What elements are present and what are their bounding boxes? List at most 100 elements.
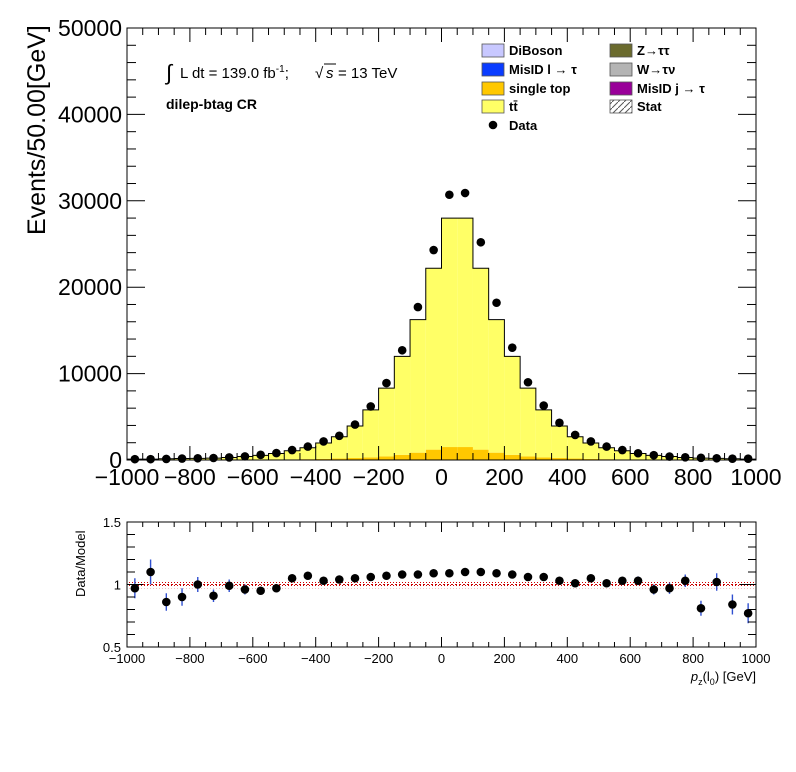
- bar-single-top-29: [583, 458, 599, 460]
- data-point-29: [586, 437, 596, 446]
- bar-tt--12: [315, 442, 332, 459]
- ratio-point-36: [696, 603, 706, 613]
- data-point-30: [602, 442, 611, 451]
- ratio-point-3: [177, 592, 187, 602]
- bar-tt--11: [299, 447, 316, 460]
- ratio-point-29: [586, 573, 596, 583]
- legend-item-8: Data: [488, 118, 538, 133]
- ratio-point-15: [366, 572, 376, 582]
- bar-single-top-12: [315, 458, 332, 460]
- ratio-point-22: [476, 567, 486, 577]
- bar-single-top-27: [551, 458, 568, 460]
- data-point-3: [177, 454, 187, 463]
- legend-item-5: MisID j → τ: [609, 81, 705, 96]
- bar-single-top-26: [535, 457, 552, 460]
- main-axis-ticks: [126, 27, 757, 461]
- ratio-x-tick-label: −200: [364, 651, 393, 666]
- ratio-point-28: [570, 578, 580, 588]
- bar-single-top-28: [567, 458, 584, 460]
- data-point-7: [240, 452, 250, 461]
- lumi-text: L dt = 139.0 fb-1;: [180, 64, 289, 82]
- region-label: dilep-btag CR: [166, 96, 257, 112]
- svg-text:Z→ττ: Z→ττ: [637, 43, 670, 58]
- s-variable: s: [326, 65, 334, 82]
- ratio-y-tick-label: 1: [114, 578, 121, 593]
- data-point-9: [272, 448, 281, 458]
- data-point-27: [555, 418, 564, 428]
- legend-item-2: MisID l → τ: [481, 62, 577, 77]
- ratio-y-tick-labels: 0.5 1 1.5: [103, 515, 121, 655]
- main-y-tick-label: 40000: [58, 101, 122, 127]
- main-x-tick-label: 600: [611, 464, 649, 490]
- ratio-point-4: [193, 580, 203, 589]
- svg-text:W→τν: W→τν: [637, 62, 675, 77]
- data-point-16: [382, 378, 391, 388]
- ratio-point-39: [743, 608, 753, 618]
- bar-single-top-25: [520, 456, 536, 460]
- svg-text:MisID j → τ: MisID j → τ: [637, 81, 705, 96]
- ratio-stat-band: [127, 580, 756, 589]
- bar-single-top-21: [457, 447, 473, 460]
- stacked-histogram: [126, 217, 757, 460]
- main-y-tick-label: 0: [109, 447, 122, 473]
- bar-single-top-14: [347, 458, 363, 460]
- data-point-33: [649, 450, 659, 460]
- ratio-x-tick-label: 800: [682, 651, 704, 666]
- svg-text:DiBoson: DiBoson: [509, 43, 563, 58]
- bar-tt--16: [378, 388, 395, 457]
- main-x-tick-label: −600: [227, 464, 279, 490]
- bar-single-top-20: [441, 447, 458, 460]
- energy-text: = 13 TeV: [338, 65, 397, 82]
- ratio-x-tick-label: −400: [301, 651, 330, 666]
- ratio-y-axis-label: Data/Model: [73, 530, 88, 597]
- ratio-point-16: [382, 571, 391, 581]
- data-point-35: [680, 453, 690, 462]
- main-x-tick-label: −800: [164, 464, 216, 490]
- main-y-axis-label: Events/50.00[GeV]: [23, 25, 51, 235]
- legend-item-7: Stat: [609, 99, 662, 114]
- bar-tt--14: [347, 426, 363, 459]
- main-x-tick-label: 0: [435, 464, 448, 490]
- bar-single-top-18: [410, 452, 426, 460]
- data-point-12: [319, 437, 328, 446]
- ratio-point-12: [319, 576, 328, 586]
- ratio-y-tick-label: 0.5: [103, 640, 121, 655]
- legend-item-1: Z→ττ: [609, 43, 670, 58]
- main-x-tick-label: 1000: [730, 464, 781, 490]
- ratio-axis-ticks: [126, 521, 757, 648]
- data-point-15: [366, 402, 376, 411]
- data-points: [130, 188, 753, 464]
- ratio-point-21: [460, 567, 470, 577]
- ratio-point-14: [350, 573, 360, 583]
- bar-tt--29: [583, 442, 599, 459]
- bar-tt--13: [331, 436, 348, 459]
- main-y-tick-label: 30000: [58, 188, 122, 214]
- bar-single-top-19: [425, 449, 442, 460]
- main-x-tick-label: −400: [290, 464, 342, 490]
- svg-text:MisID l → τ: MisID l → τ: [509, 62, 577, 77]
- data-point-23: [492, 298, 501, 308]
- bar-tt--27: [551, 426, 568, 459]
- ratio-point-1: [146, 567, 155, 577]
- data-point-34: [665, 452, 674, 461]
- ratio-x-tick-label: 1000: [742, 651, 771, 666]
- main-x-tick-label: 400: [548, 464, 586, 490]
- bar-tt--18: [410, 319, 426, 453]
- ratio-point-38: [728, 600, 737, 609]
- bar-tt--26: [535, 409, 552, 458]
- data-point-18: [413, 302, 423, 312]
- data-point-26: [539, 401, 549, 410]
- data-point-14: [350, 420, 360, 429]
- data-point-38: [728, 454, 737, 464]
- legend-item-3: W→τν: [609, 62, 675, 77]
- lumi-annotation: ∫ L dt = 139.0 fb-1; √ s = 13 TeV: [164, 60, 397, 85]
- ratio-point-13: [334, 575, 344, 584]
- legend-item-4: single top: [481, 81, 570, 96]
- legend-item-6: tt̄: [481, 99, 518, 114]
- data-point-17: [397, 345, 407, 355]
- ratio-x-tick-label: −1000: [109, 651, 146, 666]
- data-point-19: [429, 245, 438, 255]
- data-point-39: [743, 454, 753, 464]
- data-point-8: [256, 450, 265, 460]
- bar-tt--15: [362, 409, 379, 458]
